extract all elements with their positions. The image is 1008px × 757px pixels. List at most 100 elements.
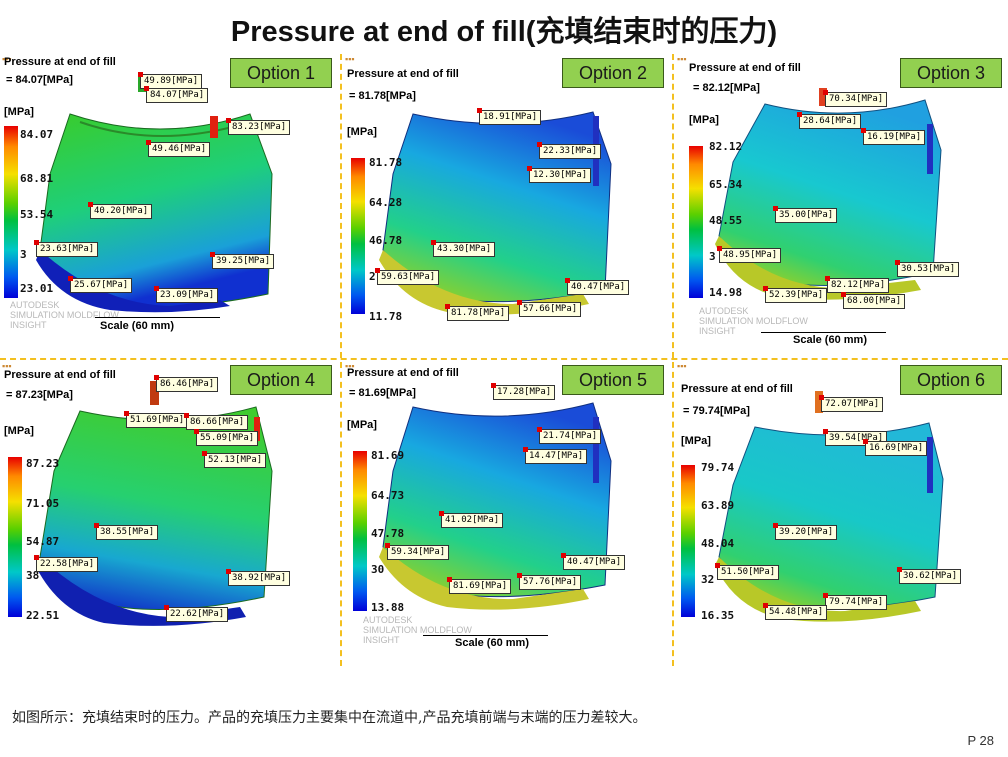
pressure-tag: 28.64[MPa] bbox=[796, 112, 862, 129]
pressure-tag: 79.74[MPa] bbox=[822, 593, 888, 610]
scale-min: 14.98 bbox=[709, 286, 743, 299]
option-badge: Option 1 bbox=[230, 58, 332, 88]
result-panel-option-2[interactable]: ▪▪▪ Pressure at end of fill = 81.78[MPa]… bbox=[343, 54, 670, 356]
pressure-tag: 52.39[MPa] bbox=[762, 286, 828, 303]
toolbar-icons: ▪▪▪ bbox=[2, 361, 12, 371]
color-scale-bar bbox=[8, 457, 22, 617]
result-panel-option-4[interactable]: ▪▪▪ Pressure at end of fill = 87.23[MPa]… bbox=[0, 361, 338, 666]
max-pressure-value: = 84.07[MPa] bbox=[6, 74, 73, 86]
option-badge: Option 5 bbox=[562, 365, 664, 395]
pressure-tag: 41.02[MPa] bbox=[438, 511, 504, 528]
scale-max: 81.69 bbox=[371, 449, 405, 462]
scale-bar-line bbox=[761, 332, 886, 333]
scale-mid-high: 68.81 bbox=[20, 172, 54, 185]
divider-vertical-1 bbox=[340, 54, 342, 666]
pressure-tag: 86.66[MPa] bbox=[183, 413, 249, 430]
scale-mid-high: 64.73 bbox=[371, 489, 405, 502]
results-grid: ▪▪▪ Pressure at end of fill = 84.07[MPa]… bbox=[0, 54, 1008, 666]
scale-mid-high: 65.34 bbox=[709, 178, 743, 191]
scale-mid-high: 71.05 bbox=[26, 497, 60, 510]
pressure-tag: 83.23[MPa] bbox=[225, 118, 291, 135]
scale-min: 11.78 bbox=[369, 310, 403, 323]
pressure-tag: 30.62[MPa] bbox=[896, 567, 962, 584]
pressure-tag: 51.50[MPa] bbox=[714, 563, 780, 580]
option-badge: Option 2 bbox=[562, 58, 664, 88]
panel-title: Pressure at end of fill bbox=[681, 383, 793, 395]
toolbar-icons: ▪▪▪ bbox=[345, 54, 355, 64]
pressure-tag: 38.55[MPa] bbox=[93, 523, 159, 540]
pressure-tag: 22.33[MPa] bbox=[536, 142, 602, 159]
panel-title: Pressure at end of fill bbox=[4, 56, 116, 68]
divider-horizontal bbox=[0, 358, 1008, 360]
panel-title: Pressure at end of fill bbox=[347, 68, 459, 80]
pressure-tag: 22.58[MPa] bbox=[33, 555, 99, 572]
scale-mid: 46.78 bbox=[369, 234, 403, 247]
pressure-tag: 17.28[MPa] bbox=[490, 383, 556, 400]
scale-mid: 48.55 bbox=[709, 214, 743, 227]
pressure-tag: 12.30[MPa] bbox=[526, 166, 592, 183]
option-badge: Option 3 bbox=[900, 58, 1002, 88]
scale-mid-low: 30 bbox=[371, 563, 385, 576]
pressure-tag: 48.95[MPa] bbox=[716, 246, 782, 263]
unit-label: [MPa] bbox=[347, 419, 377, 431]
watermark: AUTODESK SIMULATION MOLDFLOW INSIGHT bbox=[10, 300, 119, 330]
result-panel-option-6[interactable]: ▪▪▪ Pressure at end of fill = 79.74[MPa]… bbox=[675, 361, 1008, 666]
pressure-tag: 59.34[MPa] bbox=[384, 543, 450, 560]
max-pressure-value: = 81.69[MPa] bbox=[349, 387, 416, 399]
pressure-tag: 39.25[MPa] bbox=[209, 252, 275, 269]
unit-label: [MPa] bbox=[4, 425, 34, 437]
pressure-tag: 84.07[MPa] bbox=[143, 86, 209, 103]
scale-label: Scale (60 mm) bbox=[100, 320, 174, 332]
result-panel-option-3[interactable]: ▪▪▪ Pressure at end of fill = 82.12[MPa]… bbox=[675, 54, 1008, 356]
max-pressure-value: = 79.74[MPa] bbox=[683, 405, 750, 417]
pressure-tag: 23.63[MPa] bbox=[33, 240, 99, 257]
scale-max: 81.78 bbox=[369, 156, 403, 169]
pressure-tag: 38.92[MPa] bbox=[225, 569, 291, 586]
scale-mid-low: 38 bbox=[26, 569, 40, 582]
pressure-tag: 43.30[MPa] bbox=[430, 240, 496, 257]
unit-label: [MPa] bbox=[689, 114, 719, 126]
watermark: AUTODESK SIMULATION MOLDFLOW INSIGHT bbox=[699, 306, 808, 336]
pressure-tag: 30.53[MPa] bbox=[894, 260, 960, 277]
pressure-tag: 81.78[MPa] bbox=[444, 304, 510, 321]
scale-label: Scale (60 mm) bbox=[793, 334, 867, 346]
pressure-tag: 68.00[MPa] bbox=[840, 292, 906, 309]
color-scale-bar bbox=[689, 146, 703, 298]
page-number: P 28 bbox=[967, 733, 994, 748]
unit-label: [MPa] bbox=[681, 435, 711, 447]
scale-mid-high: 64.28 bbox=[369, 196, 403, 209]
scale-mid-low: 3 bbox=[20, 248, 27, 261]
divider-vertical-2 bbox=[672, 54, 674, 666]
pressure-tag: 21.74[MPa] bbox=[536, 427, 602, 444]
pressure-tag: 82.12[MPa] bbox=[824, 276, 890, 293]
pressure-tag: 40.47[MPa] bbox=[564, 278, 630, 295]
scale-mid-high: 63.89 bbox=[701, 499, 735, 512]
pressure-tag: 35.00[MPa] bbox=[772, 206, 838, 223]
pressure-tag: 86.46[MPa] bbox=[153, 375, 219, 392]
pressure-tag: 51.69[MPa] bbox=[123, 411, 189, 428]
scale-mid: 53.54 bbox=[20, 208, 54, 221]
color-scale-bar bbox=[681, 465, 695, 617]
pressure-tag: 16.69[MPa] bbox=[862, 439, 928, 456]
scale-min: 13.88 bbox=[371, 601, 405, 614]
scale-max: 82.12 bbox=[709, 140, 743, 153]
scale-bar-line bbox=[95, 317, 220, 318]
pressure-tag: 40.20[MPa] bbox=[87, 202, 153, 219]
scale-label: Scale (60 mm) bbox=[455, 637, 529, 649]
unit-label: [MPa] bbox=[347, 126, 377, 138]
scale-min: 16.35 bbox=[701, 609, 735, 622]
max-pressure-value: = 82.12[MPa] bbox=[693, 82, 760, 94]
pressure-tag: 59.63[MPa] bbox=[374, 268, 440, 285]
result-panel-option-1[interactable]: ▪▪▪ Pressure at end of fill = 84.07[MPa]… bbox=[0, 54, 338, 356]
pressure-tag: 70.34[MPa] bbox=[822, 90, 888, 107]
panel-title: Pressure at end of fill bbox=[347, 367, 459, 379]
panel-title: Pressure at end of fill bbox=[689, 62, 801, 74]
watermark: AUTODESK SIMULATION MOLDFLOW INSIGHT bbox=[363, 615, 472, 645]
max-pressure-value: = 87.23[MPa] bbox=[6, 389, 73, 401]
result-panel-option-5[interactable]: ▪▪▪ Pressure at end of fill = 81.69[MPa]… bbox=[343, 361, 670, 666]
pressure-tag: 72.07[MPa] bbox=[818, 395, 884, 412]
pressure-tag: 16.19[MPa] bbox=[860, 128, 926, 145]
scale-bar-line bbox=[423, 635, 548, 636]
pressure-tag: 14.47[MPa] bbox=[522, 447, 588, 464]
pressure-tag: 25.67[MPa] bbox=[67, 276, 133, 293]
